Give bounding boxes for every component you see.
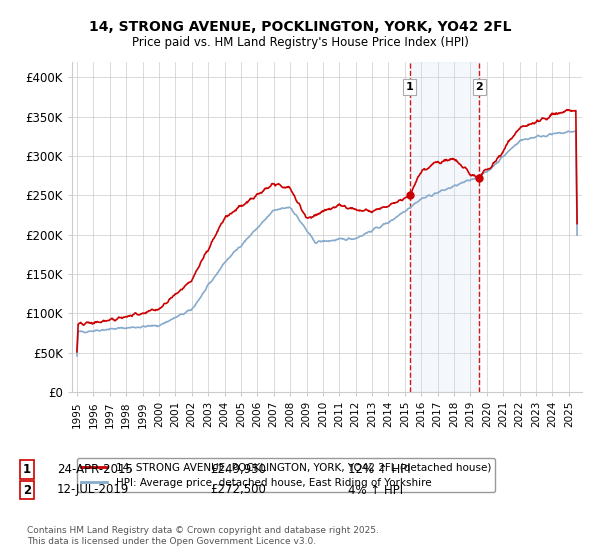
Text: 2: 2 xyxy=(23,483,31,497)
Text: 24-APR-2015: 24-APR-2015 xyxy=(57,463,133,476)
Text: £272,500: £272,500 xyxy=(210,483,266,497)
Text: 14, STRONG AVENUE, POCKLINGTON, YORK, YO42 2FL: 14, STRONG AVENUE, POCKLINGTON, YORK, YO… xyxy=(89,20,511,34)
Text: 12% ↑ HPI: 12% ↑ HPI xyxy=(348,463,410,476)
Text: 1: 1 xyxy=(406,82,413,92)
Text: Contains HM Land Registry data © Crown copyright and database right 2025.
This d: Contains HM Land Registry data © Crown c… xyxy=(27,526,379,546)
Text: 2: 2 xyxy=(475,82,483,92)
Text: £249,950: £249,950 xyxy=(210,463,266,476)
Text: 12-JUL-2019: 12-JUL-2019 xyxy=(57,483,130,497)
Text: 4% ↑ HPI: 4% ↑ HPI xyxy=(348,483,403,497)
Text: Price paid vs. HM Land Registry's House Price Index (HPI): Price paid vs. HM Land Registry's House … xyxy=(131,36,469,49)
Bar xyxy=(410,62,479,392)
Text: 1: 1 xyxy=(23,463,31,476)
Legend: 14, STRONG AVENUE, POCKLINGTON, YORK, YO42 2FL (detached house), HPI: Average pr: 14, STRONG AVENUE, POCKLINGTON, YORK, YO… xyxy=(77,458,495,492)
